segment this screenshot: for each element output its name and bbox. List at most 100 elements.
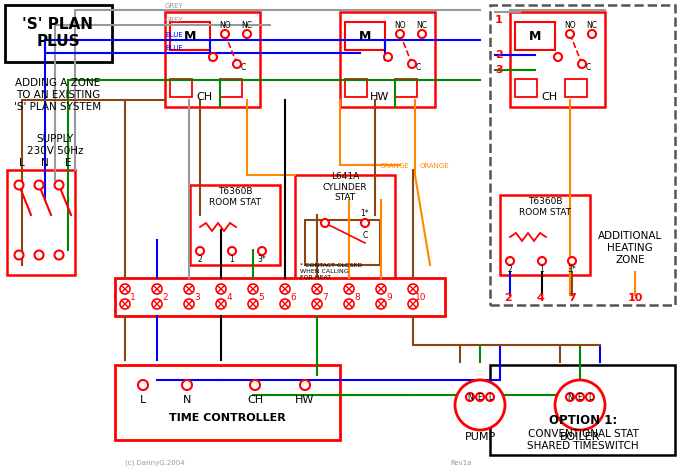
Text: NC: NC xyxy=(417,22,428,30)
Circle shape xyxy=(586,393,594,401)
Circle shape xyxy=(312,284,322,294)
Text: 1: 1 xyxy=(230,255,235,263)
Text: 3*: 3* xyxy=(257,255,266,263)
Text: L: L xyxy=(588,393,592,402)
Text: 4: 4 xyxy=(536,293,544,303)
Bar xyxy=(7,170,75,275)
Text: N: N xyxy=(41,158,49,168)
Text: N: N xyxy=(467,393,473,402)
Text: E: E xyxy=(477,393,482,402)
Text: (c) DannyG.2004: (c) DannyG.2004 xyxy=(125,460,185,466)
Circle shape xyxy=(14,181,23,190)
Text: M: M xyxy=(184,29,196,43)
Text: 7: 7 xyxy=(568,293,576,303)
Bar xyxy=(305,220,380,265)
Text: 4: 4 xyxy=(226,292,232,301)
Circle shape xyxy=(221,30,229,38)
Text: Rev1a: Rev1a xyxy=(450,460,471,466)
Bar xyxy=(115,278,445,316)
Text: N: N xyxy=(183,395,191,405)
Circle shape xyxy=(228,247,236,255)
Text: * CONTACT CLOSED
WHEN CALLING
FOR HEAT: * CONTACT CLOSED WHEN CALLING FOR HEAT xyxy=(300,263,362,280)
Text: C: C xyxy=(415,63,421,72)
Text: 3*: 3* xyxy=(568,264,576,273)
Bar xyxy=(5,5,112,62)
Circle shape xyxy=(568,257,576,265)
Circle shape xyxy=(152,284,162,294)
Text: NC: NC xyxy=(586,22,598,30)
Bar xyxy=(565,79,587,97)
Text: 1: 1 xyxy=(540,264,544,273)
Bar xyxy=(345,79,367,97)
Circle shape xyxy=(300,380,310,390)
Bar xyxy=(295,175,395,290)
Circle shape xyxy=(538,257,546,265)
Text: HW: HW xyxy=(295,395,315,405)
Text: NO: NO xyxy=(564,22,576,30)
Text: L: L xyxy=(19,158,25,168)
Text: L: L xyxy=(488,393,492,402)
Text: 1: 1 xyxy=(130,292,136,301)
Text: GREY: GREY xyxy=(165,3,184,9)
Bar xyxy=(190,185,280,265)
Circle shape xyxy=(55,181,63,190)
Text: C: C xyxy=(362,231,368,240)
Circle shape xyxy=(344,284,354,294)
Text: BLUE: BLUE xyxy=(165,32,183,38)
Text: ADDING A ZONE
TO AN EXISTING
'S' PLAN SYSTEM: ADDING A ZONE TO AN EXISTING 'S' PLAN SY… xyxy=(14,79,101,111)
Text: M: M xyxy=(529,29,541,43)
Circle shape xyxy=(408,60,416,68)
Text: 2: 2 xyxy=(197,255,202,263)
Text: E: E xyxy=(65,158,71,168)
Text: T6360B
ROOM STAT: T6360B ROOM STAT xyxy=(519,197,571,217)
Circle shape xyxy=(55,250,63,259)
Text: L641A
CYLINDER
STAT: L641A CYLINDER STAT xyxy=(323,172,367,202)
Text: 2: 2 xyxy=(504,293,512,303)
Circle shape xyxy=(280,299,290,309)
Text: N: N xyxy=(567,393,573,402)
Text: M: M xyxy=(359,29,371,43)
Circle shape xyxy=(455,380,505,430)
Text: C: C xyxy=(240,63,246,72)
Bar xyxy=(165,12,260,107)
Text: 3: 3 xyxy=(194,292,200,301)
Text: NC: NC xyxy=(241,22,253,30)
Text: L: L xyxy=(140,395,146,405)
Text: 1: 1 xyxy=(495,15,503,25)
Text: TIME CONTROLLER: TIME CONTROLLER xyxy=(169,413,286,423)
Circle shape xyxy=(216,284,226,294)
Text: HW: HW xyxy=(370,92,389,102)
Text: ORANGE: ORANGE xyxy=(380,163,410,169)
Text: 3: 3 xyxy=(495,65,502,75)
Bar xyxy=(115,365,340,440)
Text: NO: NO xyxy=(219,22,231,30)
Circle shape xyxy=(588,30,596,38)
Circle shape xyxy=(34,250,43,259)
Bar xyxy=(510,12,605,107)
Text: 10: 10 xyxy=(415,292,426,301)
Text: GREY: GREY xyxy=(165,17,184,23)
Circle shape xyxy=(344,299,354,309)
Circle shape xyxy=(312,299,322,309)
Bar xyxy=(345,22,385,50)
Circle shape xyxy=(14,250,23,259)
Circle shape xyxy=(243,30,251,38)
Circle shape xyxy=(184,284,194,294)
Circle shape xyxy=(578,60,586,68)
Bar xyxy=(170,79,192,97)
Text: 5: 5 xyxy=(258,292,264,301)
Circle shape xyxy=(120,299,130,309)
Circle shape xyxy=(258,247,266,255)
Text: 7: 7 xyxy=(322,292,328,301)
Circle shape xyxy=(384,53,392,61)
Circle shape xyxy=(138,380,148,390)
Circle shape xyxy=(248,284,258,294)
Text: ADDITIONAL
HEATING
ZONE: ADDITIONAL HEATING ZONE xyxy=(598,231,662,264)
Text: 1*: 1* xyxy=(361,209,369,218)
Circle shape xyxy=(196,247,204,255)
Bar xyxy=(515,22,555,50)
Circle shape xyxy=(216,299,226,309)
Circle shape xyxy=(566,393,574,401)
Text: C: C xyxy=(585,63,591,72)
Circle shape xyxy=(408,299,418,309)
